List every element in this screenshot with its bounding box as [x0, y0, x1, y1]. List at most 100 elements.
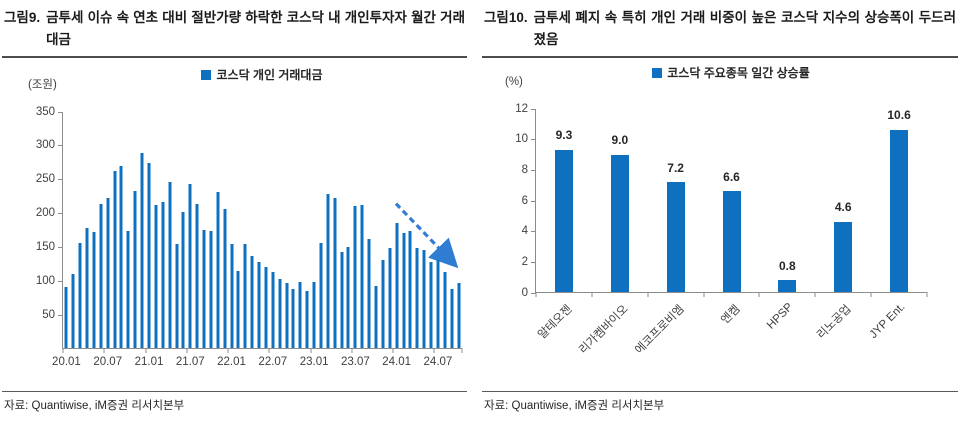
bar-22.11 [298, 281, 302, 348]
x-tick-mark [227, 348, 229, 353]
bar-20.01 [64, 287, 68, 348]
bar-21.07 [188, 184, 192, 348]
x-tick-mark [926, 292, 928, 297]
x-tick-mark [62, 348, 64, 353]
bar-리가켐바이오 [610, 154, 629, 292]
y-tick-mark [58, 246, 63, 248]
legend-fig9: 코스닥 개인 거래대금 [62, 66, 462, 83]
bar-20.09 [119, 165, 123, 348]
bar-23.06 [346, 246, 350, 348]
x-axis-label: 21.07 [175, 356, 205, 368]
figure10-panel: 그림10. 금투세 폐지 속 특히 개인 거래 비중이 높은 코스닥 지수의 상… [482, 0, 958, 423]
bar-20.10 [126, 231, 130, 348]
bar-23.03 [326, 194, 330, 348]
bar-22.10 [291, 288, 295, 348]
x-tick-mark [591, 292, 593, 297]
bar-24.08 [443, 271, 447, 348]
bar-23.12 [388, 248, 392, 348]
bar-20.11 [133, 190, 137, 348]
x-axis-label: 20.07 [93, 356, 123, 368]
bar-22.05 [257, 261, 261, 348]
y-tick-mark [58, 179, 63, 181]
bar-24.05 [422, 249, 426, 348]
bar-20.06 [99, 204, 103, 348]
bar-24.02 [402, 233, 406, 348]
bar-20.05 [92, 232, 96, 348]
bar-value-label: 0.8 [779, 258, 796, 273]
figure9-panel: 그림9. 금투세 이슈 속 연초 대비 절반가량 하락한 코스닥 내 개인투자자… [2, 0, 467, 423]
bar-23.05 [340, 252, 344, 348]
figure9-title-text: 금투세 이슈 속 연초 대비 절반가량 하락한 코스닥 내 개인투자자 월간 거… [46, 10, 465, 47]
y-tick-mark [531, 108, 536, 110]
bar-value-label: 9.0 [611, 133, 629, 147]
bar-JYP Ent. [890, 130, 909, 292]
y-tick-label: 50 [42, 308, 55, 321]
figure10-number: 그림10. [484, 10, 528, 25]
bar-22.07 [271, 271, 275, 348]
legend-swatch-icon [652, 67, 663, 78]
y-axis-unit-fig10: (%) [505, 76, 523, 88]
x-axis-label: 21.01 [134, 356, 164, 368]
bar-24.01 [395, 223, 399, 348]
y-tick-mark [58, 314, 63, 316]
x-axis-label: 23.01 [299, 356, 329, 368]
x-axis-label: 23.07 [340, 356, 370, 368]
bar-22.03 [243, 243, 247, 348]
y-tick-mark [58, 280, 63, 282]
y-tick-label: 6 [521, 194, 528, 207]
y-tick-label: 12 [515, 102, 528, 115]
bar-23.01 [312, 281, 316, 348]
bar-21.03 [161, 202, 165, 348]
bar-HPSP [778, 279, 797, 292]
bar-23.04 [333, 197, 337, 348]
bar-24.10 [457, 282, 461, 348]
legend-label-fig10: 코스닥 주요종목 일간 상승률 [667, 66, 810, 80]
x-tick-mark [703, 292, 705, 297]
y-tick-mark [58, 145, 63, 147]
bar-20.07 [106, 198, 110, 348]
y-axis-unit-fig9: (조원) [28, 79, 57, 91]
bar-21.02 [154, 205, 158, 348]
bar-24.04 [415, 247, 419, 348]
figure10-source: 자료: Quantiwise, iM증권 리서치본부 [482, 391, 958, 413]
bar-22.09 [285, 282, 289, 348]
bar-20.12 [140, 153, 144, 348]
bar-23.10 [374, 285, 378, 348]
bar-20.02 [71, 273, 75, 348]
bar-21.11 [216, 192, 220, 348]
y-tick-mark [58, 213, 63, 215]
bar-21.08 [195, 203, 199, 348]
x-axis-label: 24.07 [423, 356, 453, 368]
bar-21.05 [175, 244, 178, 348]
x-tick-mark [351, 348, 353, 353]
y-tick-mark [531, 169, 536, 171]
bar-value-label: 10.6 [887, 108, 911, 123]
bar-23.07 [353, 206, 357, 348]
bar-24.07 [436, 260, 440, 348]
bar-20.03 [78, 242, 82, 348]
y-tick-label: 2 [521, 255, 528, 268]
y-tick-mark [58, 111, 63, 113]
legend-label-fig9: 코스닥 개인 거래대금 [216, 68, 323, 82]
bar-24.06 [429, 261, 433, 348]
y-tick-mark [531, 200, 536, 202]
bar-22.12 [305, 290, 309, 348]
figure9-number: 그림9. [4, 10, 41, 25]
x-tick-mark [433, 348, 435, 353]
x-tick-mark [758, 292, 760, 297]
x-tick-mark [145, 348, 147, 353]
bar-23.09 [367, 238, 371, 348]
bar-21.06 [181, 212, 185, 348]
bar-알테오젠 [554, 150, 573, 292]
y-tick-mark [531, 292, 536, 294]
y-tick-mark [531, 231, 536, 233]
y-tick-label: 200 [35, 207, 55, 220]
y-tick-label: 10 [515, 133, 528, 146]
bar-value-label: 6.6 [723, 169, 740, 184]
bar-value-label: 4.6 [834, 200, 852, 215]
x-axis-label: 20.01 [52, 356, 81, 368]
legend-fig10: 코스닥 주요종목 일간 상승률 [535, 64, 927, 81]
bar-23.11 [381, 260, 385, 348]
bar-23.02 [319, 242, 323, 348]
